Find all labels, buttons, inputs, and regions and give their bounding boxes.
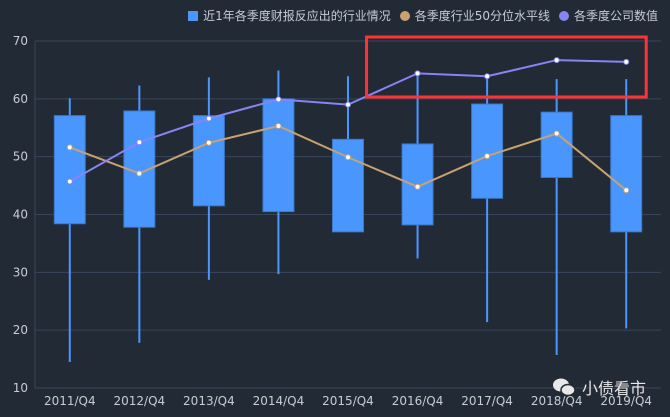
watermark: 小债看市 (552, 375, 646, 399)
company-point (345, 101, 351, 108)
box (192, 115, 225, 207)
x-tick-label: 2017/Q4 (461, 394, 513, 408)
company-point (623, 58, 630, 65)
x-tick-label: 2014/Q4 (253, 394, 305, 408)
wechat-icon (552, 378, 576, 397)
company-point (414, 70, 421, 77)
x-tick-label: 2011/Q4 (44, 394, 96, 408)
y-tick-label: 30 (13, 265, 28, 279)
company-point (66, 178, 73, 185)
box (540, 111, 573, 178)
median-point (205, 139, 212, 146)
company-point (205, 115, 212, 122)
y-tick-label: 50 (13, 150, 28, 164)
y-tick-label: 40 (13, 208, 28, 222)
median-point (275, 123, 282, 130)
watermark-text: 小债看市 (581, 379, 646, 398)
legend-company-label: 各季度公司数值 (573, 9, 658, 23)
legend: 近1年各季度财报反应出的行业情况 各季度行业50分位水平线 各季度公司数值 (188, 7, 658, 24)
median-point (414, 183, 421, 190)
x-tick-label: 2013/Q4 (183, 394, 235, 408)
company-point (553, 57, 560, 64)
box (610, 115, 643, 233)
y-tick-label: 20 (13, 323, 28, 337)
legend-item-box[interactable]: 近1年各季度财报反应出的行业情况 (188, 7, 391, 24)
x-tick-label: 2012/Q4 (113, 394, 165, 408)
median-point (623, 187, 630, 194)
median-point (66, 144, 73, 151)
x-tick-label: 2015/Q4 (322, 394, 374, 408)
median-point (136, 170, 143, 177)
company-point (484, 73, 491, 80)
legend-box-swatch (188, 10, 199, 21)
x-tick-label: 2019/Q4 (600, 394, 652, 408)
company-point (136, 139, 143, 146)
median-point (484, 153, 491, 160)
x-tick-label: 2018/Q4 (531, 394, 583, 408)
highlight-box (365, 35, 648, 99)
y-tick-label: 60 (13, 92, 28, 106)
legend-median-swatch (399, 10, 410, 21)
legend-item-company[interactable]: 各季度公司数值 (558, 7, 658, 24)
y-tick-label: 10 (13, 381, 28, 395)
legend-item-median[interactable]: 各季度行业50分位水平线 (399, 7, 550, 24)
box (471, 103, 504, 199)
median-point (553, 130, 560, 137)
legend-box-label: 近1年各季度财报反应出的行业情况 (203, 9, 391, 23)
box (262, 98, 295, 213)
median-point (345, 154, 351, 161)
legend-median-label: 各季度行业50分位水平线 (414, 9, 550, 23)
y-tick-label: 70 (13, 34, 28, 48)
company-point (275, 96, 282, 103)
x-tick-label: 2016/Q4 (392, 394, 444, 408)
box (53, 115, 86, 225)
legend-company-swatch (558, 10, 569, 21)
